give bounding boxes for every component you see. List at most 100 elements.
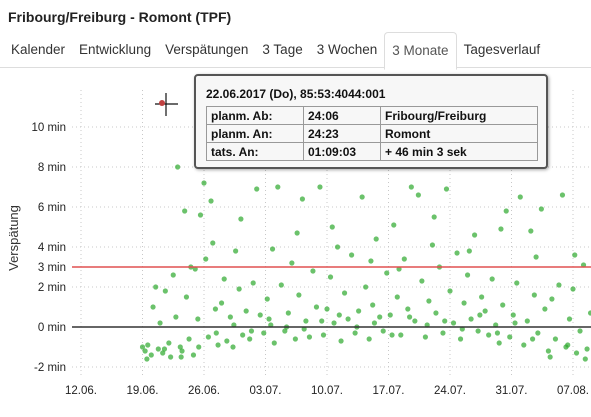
data-point: [218, 300, 225, 306]
data-point: [531, 292, 537, 298]
data-point: [240, 332, 246, 338]
data-point: [155, 346, 161, 352]
data-point: [144, 356, 150, 362]
tooltip-row-actual-arrival: tats. An: 01:09:03 + 46 min 3 sek: [206, 142, 538, 161]
data-point: [236, 286, 242, 292]
data-point: [429, 242, 436, 248]
data-point: [196, 344, 202, 350]
y-tick-label: 3 min: [38, 262, 66, 274]
tab-verspaetungen[interactable]: Verspätungen: [165, 42, 249, 57]
data-point: [408, 184, 414, 190]
tooltip-label: planm. An:: [206, 124, 304, 143]
data-point: [345, 316, 351, 322]
data-point: [422, 334, 428, 340]
tab-bar: Kalender Entwicklung Verspätungen 3 Tage…: [0, 32, 591, 70]
data-point: [405, 306, 411, 312]
data-point: [250, 280, 256, 286]
data-point: [507, 334, 513, 340]
data-point: [208, 198, 214, 204]
data-point: [243, 308, 249, 314]
data-point: [257, 312, 263, 318]
data-point: [494, 330, 501, 336]
data-point: [331, 320, 337, 326]
data-point: [377, 314, 383, 320]
data-point: [224, 338, 230, 344]
data-point: [327, 274, 334, 280]
data-point: [387, 312, 393, 318]
data-point: [479, 294, 485, 300]
data-point: [269, 246, 276, 252]
data-point: [368, 258, 374, 264]
data-point: [317, 184, 323, 190]
y-tick-label: 8 min: [38, 162, 66, 174]
data-point: [294, 230, 300, 236]
data-point: [278, 282, 284, 288]
x-tick-label: 26.06.: [188, 385, 220, 397]
data-point: [213, 330, 219, 336]
data-point: [261, 330, 267, 336]
y-tick-label: 6 min: [38, 202, 66, 214]
data-point: [384, 270, 390, 276]
data-point: [573, 350, 580, 356]
data-point: [552, 336, 559, 342]
data-point: [373, 236, 379, 242]
data-point: [371, 320, 378, 326]
data-point: [559, 192, 566, 198]
tab-3-tage[interactable]: 3 Tage: [262, 42, 303, 57]
data-point: [512, 320, 518, 326]
data-point: [319, 318, 325, 324]
data-point: [475, 328, 481, 334]
data-point: [282, 328, 288, 334]
tab-3-wochen[interactable]: 3 Wochen: [316, 42, 378, 57]
data-point: [139, 344, 146, 350]
data-point: [173, 314, 179, 320]
data-point: [529, 336, 536, 342]
data-point: [336, 312, 342, 318]
data-point: [447, 288, 453, 294]
y-tick-label: 0 min: [38, 322, 66, 334]
data-point: [500, 302, 506, 308]
data-point: [205, 334, 211, 340]
data-point: [157, 320, 163, 326]
data-point: [577, 328, 583, 334]
data-point: [466, 248, 472, 254]
data-point: [266, 316, 272, 322]
data-point: [166, 340, 172, 346]
data-point: [299, 196, 305, 202]
y-axis-ticks: 10 min 8 min 6 min 4 min 3 min 2 min 0 min -2 m…: [31, 122, 66, 374]
data-point: [170, 272, 176, 278]
tab-kalender[interactable]: Kalender: [11, 42, 66, 57]
data-point: [338, 338, 344, 344]
data-point: [472, 232, 478, 238]
data-point: [233, 248, 239, 254]
tab-entwicklung[interactable]: Entwicklung: [79, 42, 152, 57]
data-point: [389, 332, 395, 338]
x-tick-label: 17.07.: [373, 385, 405, 397]
data-point: [201, 180, 207, 186]
data-point: [521, 342, 527, 348]
data-point: [440, 330, 446, 336]
data-point: [356, 308, 362, 314]
data-point: [254, 186, 260, 192]
x-tick-label: 03.07.: [250, 385, 282, 397]
data-point: [406, 314, 413, 320]
data-point: [289, 260, 295, 266]
data-point: [334, 244, 341, 250]
tab-tagesverlauf[interactable]: Tagesverlauf: [463, 42, 541, 57]
data-point: [296, 292, 302, 298]
tab-3-monate[interactable]: 3 Monate: [384, 32, 457, 70]
data-point: [461, 300, 467, 306]
data-point: [179, 348, 185, 354]
x-tick-label: 24.07.: [434, 385, 466, 397]
chart-reference-lines: [72, 266, 591, 328]
data-point: [486, 332, 492, 338]
tooltip-time: 24:23: [303, 124, 381, 143]
x-tick-label: 19.06.: [127, 385, 159, 397]
data-point: [178, 354, 184, 360]
data-point: [426, 298, 432, 304]
data-point: [443, 186, 450, 192]
data-point: [401, 256, 407, 262]
data-point: [489, 276, 495, 282]
x-tick-label: 31.07.: [496, 385, 528, 397]
